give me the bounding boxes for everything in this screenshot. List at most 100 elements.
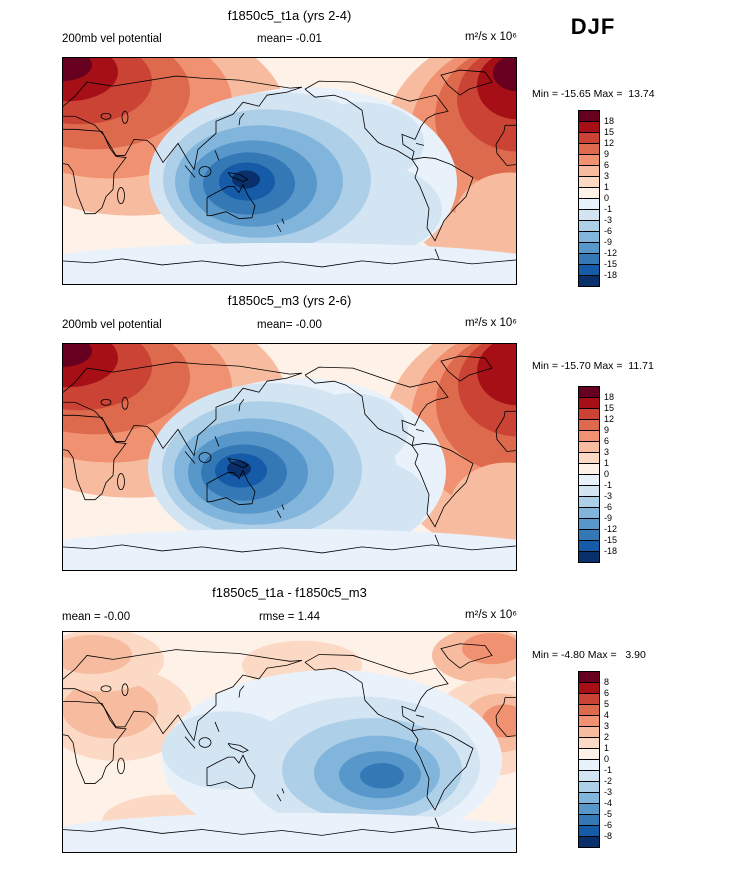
colorbar-box bbox=[579, 782, 599, 793]
panel-1-mean-label: mean= -0.01 bbox=[257, 33, 322, 45]
coastline bbox=[184, 736, 196, 749]
colorbar-box bbox=[579, 760, 599, 771]
colorbar-box bbox=[579, 199, 599, 210]
colorbar-tick-label: 9 bbox=[604, 149, 610, 159]
coastline bbox=[62, 649, 303, 742]
colorbar-box bbox=[579, 837, 599, 847]
colorbar-box bbox=[579, 453, 599, 464]
colorbar-tick-label: 8 bbox=[604, 677, 610, 687]
panel-3-units-label: m²/s x 10⁶ bbox=[464, 609, 517, 621]
colorbar-box bbox=[579, 486, 599, 497]
colorbar-tick-label: 3 bbox=[604, 171, 610, 181]
coastline-island bbox=[117, 187, 125, 205]
colorbar-box bbox=[579, 519, 599, 530]
panel-3-mean-label: mean = -0.00 bbox=[62, 611, 131, 623]
colorbar-box bbox=[579, 727, 599, 738]
colorbar-tick-label: 15 bbox=[604, 403, 615, 413]
coastline bbox=[238, 685, 245, 698]
colorbar-box bbox=[579, 265, 599, 276]
colorbar-tick-label: -3 bbox=[604, 491, 613, 501]
contour-band bbox=[232, 170, 260, 189]
colorbar-box bbox=[579, 111, 599, 122]
colorbar-box bbox=[579, 398, 599, 409]
colorbar-box bbox=[579, 276, 599, 286]
colorbar-tick-label: -3 bbox=[604, 215, 613, 225]
map-frame bbox=[62, 343, 517, 571]
coastline bbox=[434, 248, 440, 260]
colorbar-tick-label: -1 bbox=[604, 480, 613, 490]
map-frame bbox=[62, 57, 517, 285]
coastline-island bbox=[117, 757, 125, 775]
colorbar-tick-label: 6 bbox=[604, 160, 610, 170]
coastline-island bbox=[121, 396, 129, 410]
map-svg bbox=[62, 343, 517, 571]
coastline bbox=[214, 721, 220, 732]
coastline bbox=[276, 224, 282, 232]
colorbar-box bbox=[579, 475, 599, 486]
coastline bbox=[304, 366, 449, 447]
coastline bbox=[227, 743, 249, 753]
colorbar-tick-label: -8 bbox=[604, 831, 613, 841]
coastline bbox=[276, 794, 282, 802]
colorbar-box bbox=[579, 431, 599, 442]
colorbar-tick-label: -4 bbox=[604, 798, 613, 808]
colorbar-box bbox=[579, 442, 599, 453]
coastline bbox=[415, 142, 425, 146]
coastline-island bbox=[121, 110, 129, 124]
colorbar-box bbox=[579, 464, 599, 475]
colorbar-box bbox=[579, 409, 599, 420]
panel-1-minmax-label: Min = -15.65 Max = 13.74 bbox=[532, 88, 655, 100]
colorbar-box bbox=[579, 716, 599, 727]
colorbar-box bbox=[579, 771, 599, 782]
colorbar-tick-label: -12 bbox=[604, 524, 618, 534]
colorbar-box bbox=[579, 826, 599, 837]
colorbar-strip bbox=[578, 110, 600, 287]
panel-2-minmax-label: Min = -15.70 Max = 11.71 bbox=[532, 360, 654, 372]
colorbar-box bbox=[579, 210, 599, 221]
coastline-island bbox=[117, 473, 125, 491]
colorbar-tick-label: 4 bbox=[604, 710, 610, 720]
colorbar-box bbox=[579, 420, 599, 431]
colorbar-box bbox=[579, 749, 599, 760]
colorbar-tick-label: 3 bbox=[604, 721, 610, 731]
coastline bbox=[434, 817, 440, 828]
contour-band bbox=[62, 812, 517, 853]
panel-2-variable-label: 200mb vel potential bbox=[62, 319, 162, 331]
coastline bbox=[411, 728, 474, 811]
colorbar-box bbox=[579, 177, 599, 188]
coastline bbox=[214, 436, 220, 447]
panel-3-map bbox=[62, 631, 517, 853]
colorbar-tick-label: 1 bbox=[604, 182, 610, 192]
coastline bbox=[281, 788, 285, 794]
colorbar-box bbox=[579, 155, 599, 166]
colorbar-tick-label: -3 bbox=[604, 787, 613, 797]
coastline bbox=[495, 697, 517, 738]
coastline bbox=[304, 80, 449, 161]
coastline bbox=[440, 643, 493, 669]
colorbar-tick-label: -1 bbox=[604, 204, 613, 214]
colorbar-box bbox=[579, 793, 599, 804]
coastline bbox=[434, 534, 440, 546]
colorbar-tick-label: -18 bbox=[604, 270, 618, 280]
coastline bbox=[440, 355, 493, 382]
contour-band bbox=[227, 460, 251, 477]
colorbar-box bbox=[579, 166, 599, 177]
coastline bbox=[238, 398, 245, 412]
colorbar-tick-label: 12 bbox=[604, 138, 615, 148]
colorbar-tick-label: 1 bbox=[604, 743, 610, 753]
panel-1-map bbox=[62, 57, 517, 285]
coastline-island bbox=[198, 452, 212, 463]
colorbar-tick-label: -18 bbox=[604, 546, 618, 556]
coastline bbox=[184, 451, 196, 464]
colorbar-tick-label: 15 bbox=[604, 127, 615, 137]
colorbar-box bbox=[579, 188, 599, 199]
colorbar-tick-label: -2 bbox=[604, 776, 613, 786]
contour-band bbox=[493, 57, 517, 92]
map-frame bbox=[62, 631, 517, 853]
panel-2-mean-label: mean= -0.00 bbox=[257, 319, 322, 331]
coastline bbox=[411, 157, 474, 242]
coastline bbox=[206, 754, 256, 789]
panel-3-rmse-label: rmse = 1.44 bbox=[258, 611, 321, 623]
colorbar-tick-label: 2 bbox=[604, 732, 610, 742]
panel-3-title: f1850c5_t1a - f1850c5_m3 bbox=[212, 585, 367, 600]
